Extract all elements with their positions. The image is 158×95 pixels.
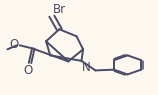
Text: N: N: [82, 61, 91, 74]
Text: O: O: [10, 38, 19, 51]
Text: O: O: [23, 64, 33, 77]
Text: Br: Br: [53, 3, 66, 16]
